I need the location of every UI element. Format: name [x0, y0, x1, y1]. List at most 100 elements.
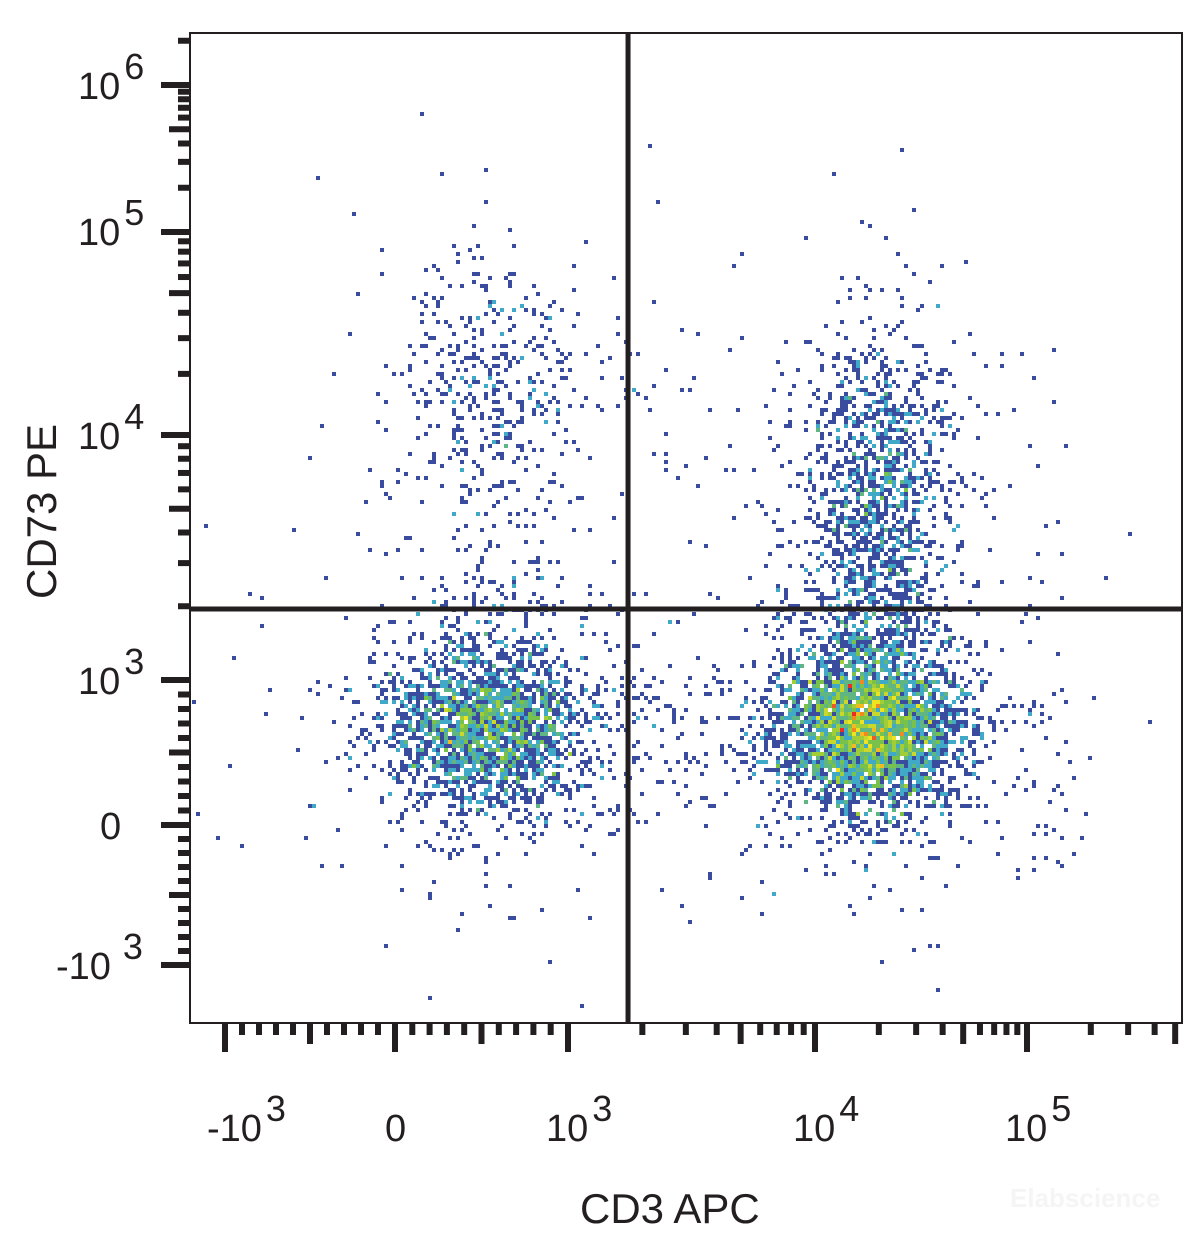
- density-cell: [844, 740, 848, 744]
- density-cell: [972, 488, 976, 492]
- density-cell: [808, 720, 812, 724]
- density-cell: [476, 704, 480, 708]
- density-cell: [452, 752, 456, 756]
- density-cell: [864, 708, 868, 712]
- density-cell: [852, 580, 856, 584]
- density-cell: [824, 784, 828, 788]
- density-cell: [384, 552, 388, 556]
- density-cell: [900, 780, 904, 784]
- density-cell: [808, 516, 812, 520]
- density-cell: [896, 756, 900, 760]
- density-cell: [876, 780, 880, 784]
- density-cell: [928, 440, 932, 444]
- density-cell: [964, 784, 968, 788]
- density-cell: [976, 584, 980, 588]
- density-cell: [484, 660, 488, 664]
- density-cell: [612, 832, 616, 836]
- density-cell: [600, 592, 604, 596]
- density-cell: [924, 408, 928, 412]
- density-cell: [452, 748, 456, 752]
- density-cell: [556, 716, 560, 720]
- density-cell: [456, 700, 460, 704]
- density-cell: [808, 452, 812, 456]
- density-cell: [472, 756, 476, 760]
- density-cell: [504, 776, 508, 780]
- density-cell: [920, 716, 924, 720]
- density-cell: [456, 416, 460, 420]
- density-cell: [948, 776, 952, 780]
- density-cell: [904, 752, 908, 756]
- density-cell: [896, 692, 900, 696]
- density-cell: [460, 796, 464, 800]
- density-cell: [880, 828, 884, 832]
- density-cell: [424, 292, 428, 296]
- density-cell: [896, 448, 900, 452]
- density-cell: [956, 428, 960, 432]
- density-cell: [876, 556, 880, 560]
- density-cell: [488, 672, 492, 676]
- density-cell: [932, 524, 936, 528]
- density-cell: [832, 668, 836, 672]
- density-cell: [856, 720, 860, 724]
- density-cell: [840, 680, 844, 684]
- density-cell: [460, 676, 464, 680]
- density-cell: [456, 928, 460, 932]
- density-cell: [856, 636, 860, 640]
- density-cell: [896, 824, 900, 828]
- density-cell: [844, 632, 848, 636]
- density-cell: [640, 792, 644, 796]
- density-cell: [1028, 708, 1032, 712]
- density-cell: [820, 412, 824, 416]
- density-cell: [844, 664, 848, 668]
- density-cell: [884, 816, 888, 820]
- density-cell: [896, 488, 900, 492]
- density-cell: [864, 644, 868, 648]
- density-cell: [440, 820, 444, 824]
- density-cell: [864, 424, 868, 428]
- density-cell: [816, 768, 820, 772]
- density-cell: [884, 680, 888, 684]
- density-cell: [880, 564, 884, 568]
- density-cell: [780, 732, 784, 736]
- density-cell: [412, 296, 416, 300]
- density-cell: [880, 364, 884, 368]
- density-cell: [532, 744, 536, 748]
- density-cell: [764, 824, 768, 828]
- density-cell: [788, 460, 792, 464]
- density-cell: [828, 612, 832, 616]
- density-cell: [908, 568, 912, 572]
- density-cell: [436, 780, 440, 784]
- density-cell: [548, 668, 552, 672]
- density-cell: [456, 796, 460, 800]
- density-cell: [316, 680, 320, 684]
- density-cell: [496, 612, 500, 616]
- density-cell: [784, 588, 788, 592]
- density-cell: [860, 704, 864, 708]
- density-cell: [848, 448, 852, 452]
- density-cell: [500, 744, 504, 748]
- density-cell: [772, 704, 776, 708]
- density-cell: [524, 508, 528, 512]
- density-cell: [816, 840, 820, 844]
- density-cell: [872, 592, 876, 596]
- density-cell: [912, 512, 916, 516]
- density-cell: [812, 680, 816, 684]
- density-cell: [808, 700, 812, 704]
- density-cell: [944, 624, 948, 628]
- density-cell: [924, 712, 928, 716]
- density-cell: [484, 760, 488, 764]
- density-cell: [804, 792, 808, 796]
- density-cell: [452, 376, 456, 380]
- density-cell: [932, 788, 936, 792]
- density-cell: [480, 728, 484, 732]
- density-cell: [796, 772, 800, 776]
- density-cell: [856, 832, 860, 836]
- density-cell: [388, 680, 392, 684]
- density-cell: [888, 476, 892, 480]
- density-cell: [900, 728, 904, 732]
- density-cell: [880, 716, 884, 720]
- density-cell: [940, 668, 944, 672]
- density-cell: [928, 700, 932, 704]
- density-cell: [936, 572, 940, 576]
- density-cell: [548, 784, 552, 788]
